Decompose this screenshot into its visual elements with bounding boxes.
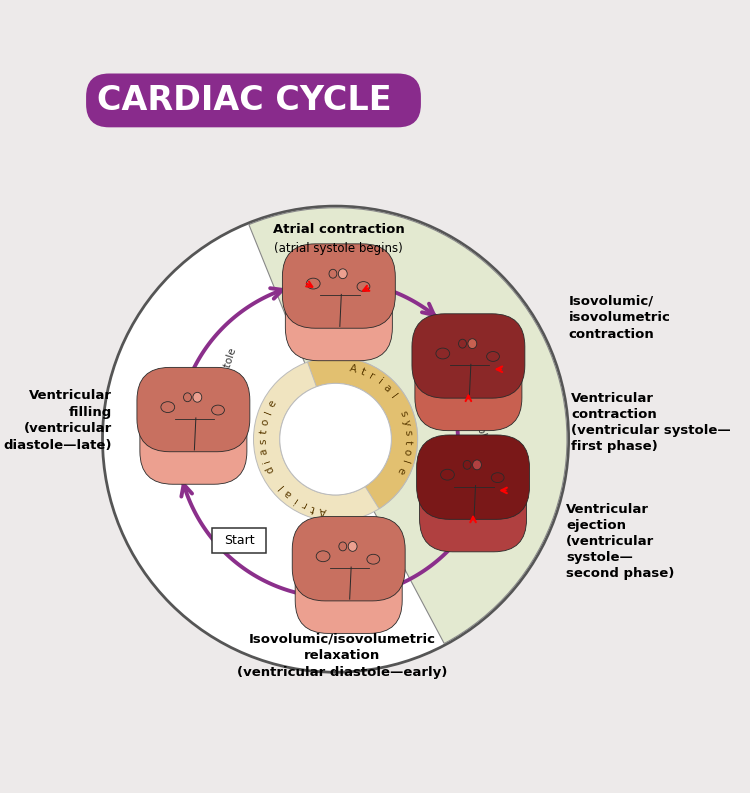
Text: (atrial systole begins): (atrial systole begins)	[274, 242, 404, 255]
Circle shape	[103, 206, 568, 672]
Text: Ventricular systole: Ventricular systole	[450, 348, 489, 444]
Ellipse shape	[184, 393, 191, 402]
Ellipse shape	[161, 402, 175, 412]
Text: l: l	[263, 409, 274, 416]
FancyBboxPatch shape	[86, 74, 421, 128]
Text: e: e	[267, 398, 279, 408]
Wedge shape	[249, 207, 568, 644]
FancyBboxPatch shape	[415, 330, 522, 431]
Ellipse shape	[329, 270, 337, 278]
Text: t: t	[359, 367, 367, 377]
Ellipse shape	[211, 405, 224, 415]
Ellipse shape	[472, 460, 482, 469]
Text: Isovolumic/
isovolumetric
contraction: Isovolumic/ isovolumetric contraction	[568, 294, 670, 342]
Text: l: l	[388, 392, 398, 400]
Ellipse shape	[367, 554, 380, 564]
FancyBboxPatch shape	[419, 450, 526, 552]
Ellipse shape	[458, 339, 466, 348]
Text: a: a	[282, 488, 293, 499]
Text: o: o	[401, 448, 412, 456]
Text: Atrial contraction: Atrial contraction	[273, 223, 405, 236]
Text: d: d	[264, 465, 276, 475]
Text: l: l	[399, 458, 410, 465]
Text: A: A	[349, 363, 358, 375]
Text: r: r	[368, 371, 376, 382]
Text: a: a	[381, 383, 393, 394]
FancyBboxPatch shape	[412, 314, 525, 398]
Text: i: i	[376, 377, 384, 387]
Text: r: r	[300, 499, 308, 510]
FancyBboxPatch shape	[296, 532, 402, 634]
Text: A: A	[318, 504, 327, 515]
Text: i: i	[261, 458, 272, 463]
Ellipse shape	[468, 339, 477, 349]
Text: y: y	[400, 419, 412, 427]
Text: Ventricular diastole: Ventricular diastole	[197, 347, 238, 447]
Text: Ventricular
contraction
(ventricular systole—
first phase): Ventricular contraction (ventricular sys…	[571, 393, 730, 454]
FancyBboxPatch shape	[283, 244, 395, 328]
Wedge shape	[308, 357, 418, 509]
Ellipse shape	[306, 278, 320, 289]
Circle shape	[280, 383, 392, 495]
Text: Start: Start	[224, 534, 255, 547]
Ellipse shape	[193, 393, 202, 402]
FancyBboxPatch shape	[212, 528, 266, 553]
Ellipse shape	[487, 351, 500, 362]
FancyBboxPatch shape	[292, 516, 405, 601]
Text: t: t	[403, 440, 412, 444]
Text: s: s	[402, 429, 412, 435]
Ellipse shape	[460, 488, 477, 512]
Text: s: s	[258, 439, 268, 444]
Text: o: o	[260, 417, 271, 426]
Ellipse shape	[436, 348, 450, 359]
Wedge shape	[254, 357, 418, 521]
Text: Ventricular
filling
(ventricular
diastole—late): Ventricular filling (ventricular diastol…	[3, 389, 112, 452]
Text: Ventricular
ejection
(ventricular
systole—
second phase): Ventricular ejection (ventricular systol…	[566, 504, 675, 580]
Ellipse shape	[316, 551, 330, 561]
Ellipse shape	[491, 473, 504, 483]
Ellipse shape	[454, 367, 472, 392]
Text: CARDIAC CYCLE: CARDIAC CYCLE	[98, 84, 392, 117]
Text: t: t	[259, 429, 269, 434]
Text: i: i	[291, 494, 299, 504]
Ellipse shape	[464, 461, 471, 469]
FancyBboxPatch shape	[285, 259, 392, 361]
Text: l: l	[276, 482, 286, 491]
Ellipse shape	[357, 282, 370, 292]
Ellipse shape	[326, 297, 343, 321]
Text: a: a	[259, 447, 270, 455]
Text: t: t	[310, 503, 316, 513]
Ellipse shape	[348, 542, 357, 551]
FancyBboxPatch shape	[137, 367, 250, 452]
FancyBboxPatch shape	[416, 435, 530, 519]
Text: e: e	[394, 465, 406, 476]
Wedge shape	[249, 208, 567, 643]
Ellipse shape	[180, 420, 197, 445]
Ellipse shape	[338, 269, 347, 278]
Text: Isovolumic/isovolumetric
relaxation
(ventricular diastole—early): Isovolumic/isovolumetric relaxation (ven…	[237, 633, 447, 679]
Ellipse shape	[335, 569, 352, 594]
Ellipse shape	[339, 542, 346, 551]
Ellipse shape	[440, 469, 454, 480]
Text: s: s	[398, 409, 409, 418]
FancyBboxPatch shape	[140, 383, 247, 485]
